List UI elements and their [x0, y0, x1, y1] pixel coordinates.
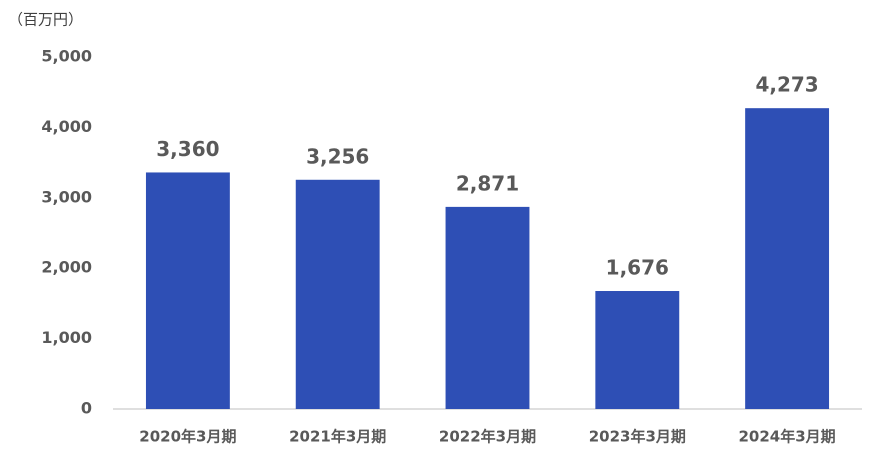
- y-tick-label: 5,000: [41, 47, 92, 66]
- bar: [145, 172, 230, 409]
- value-label: 3,360: [156, 137, 219, 161]
- bar: [445, 206, 530, 409]
- x-tick-label: 2020年3月期: [139, 428, 236, 446]
- value-label: 1,676: [606, 256, 669, 280]
- unit-label: （百万円）: [8, 11, 83, 29]
- value-label: 2,871: [456, 171, 519, 195]
- bar: [295, 179, 380, 409]
- y-tick-label: 1,000: [41, 328, 92, 347]
- value-label: 4,273: [755, 73, 818, 97]
- y-tick-label: 2,000: [41, 258, 92, 277]
- value-label: 3,256: [306, 144, 369, 168]
- bar: [595, 291, 680, 409]
- x-tick-label: 2022年3月期: [439, 428, 536, 446]
- x-tick-label: 2024年3月期: [739, 428, 836, 446]
- x-tick-label: 2021年3月期: [289, 428, 386, 446]
- bar: [745, 108, 830, 410]
- y-tick-label: 0: [81, 399, 92, 418]
- x-tick-label: 2023年3月期: [589, 428, 686, 446]
- y-tick-label: 3,000: [41, 187, 92, 206]
- y-tick-label: 4,000: [41, 117, 92, 136]
